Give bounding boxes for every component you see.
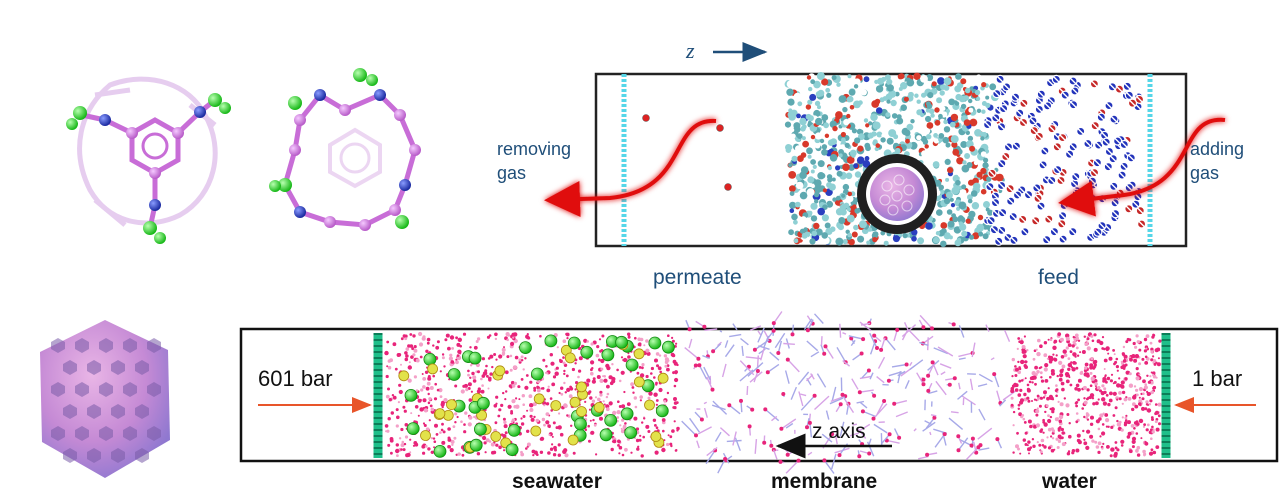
cage-crystal-model bbox=[40, 320, 170, 478]
molecule-structure-2 bbox=[269, 68, 421, 231]
left-pressure-label: 601 bar bbox=[258, 366, 333, 391]
removing-gas-label: removing gas bbox=[497, 139, 572, 183]
permeate-label: permeate bbox=[653, 266, 742, 289]
seawater-label: seawater bbox=[512, 470, 602, 493]
feed-label: feed bbox=[1038, 266, 1079, 289]
membrane-label: membrane bbox=[771, 470, 878, 493]
z-label: z bbox=[686, 38, 695, 63]
z-axis-label: z axis bbox=[812, 420, 866, 443]
cage-zoom-inset bbox=[857, 154, 937, 234]
removing-gas-arrow bbox=[544, 118, 717, 218]
salt-ions bbox=[398, 334, 675, 458]
water-label: water bbox=[1042, 470, 1097, 493]
water-region bbox=[1010, 332, 1162, 458]
permeate-gas-molecules bbox=[642, 114, 732, 191]
right-pressure-label: 1 bar bbox=[1192, 366, 1243, 391]
adding-gas-arrow bbox=[1058, 117, 1226, 217]
molecule-structure-1 bbox=[66, 76, 231, 244]
desalination-simulation-box bbox=[239, 311, 1279, 474]
gas-simulation-box bbox=[544, 72, 1226, 248]
membrane-region bbox=[681, 311, 1019, 474]
adding-gas-label: adding gas bbox=[1190, 139, 1245, 183]
